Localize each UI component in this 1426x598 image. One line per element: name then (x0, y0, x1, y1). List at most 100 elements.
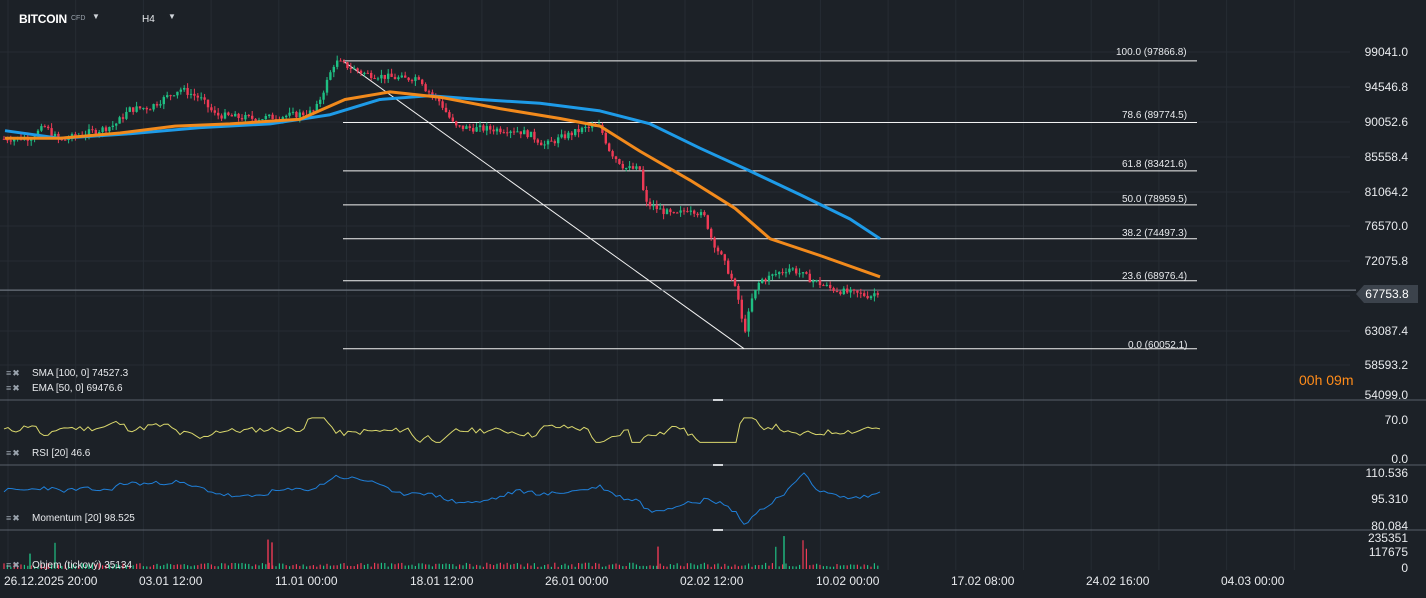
candle-body (138, 106, 142, 109)
candle-body (625, 168, 628, 170)
candle-body (788, 268, 791, 273)
candle-body (655, 205, 658, 210)
candle-body (587, 126, 590, 128)
candle-body (665, 209, 669, 215)
candle-body (30, 139, 33, 141)
candle-body (101, 127, 104, 133)
candle-body (291, 111, 295, 113)
candle-body (227, 112, 230, 116)
candle-body (240, 118, 244, 120)
volume-legend-text: Objem (tickový) 35134 (32, 560, 133, 571)
candle-body (723, 254, 726, 261)
candle-body (733, 278, 737, 286)
candle-body (244, 114, 247, 120)
candle-body (730, 273, 733, 279)
candle-body (563, 134, 567, 139)
volume-tick: 117675 (1368, 545, 1408, 559)
indicator-settings-icon[interactable]: ≡✖ (6, 383, 21, 393)
candle-body (628, 166, 631, 169)
candle-body (635, 166, 638, 169)
symbol-dropdown-icon[interactable]: ▼ (92, 12, 100, 21)
candle-body (689, 210, 692, 212)
chart-toolbar: BITCOIN CFD ▼ H4 ▼ (0, 0, 1426, 40)
candle-body (295, 111, 298, 118)
candle-body (67, 139, 70, 141)
indicator-settings-icon[interactable]: ≡✖ (6, 513, 21, 523)
candle-body (325, 79, 329, 93)
candle-body (856, 290, 859, 293)
candle-body (210, 107, 213, 111)
candle-body (424, 84, 427, 92)
candle-body (815, 280, 818, 282)
candle-body (288, 112, 291, 116)
timeframe-selector[interactable]: H4 (142, 14, 155, 25)
candle-body (159, 104, 162, 106)
candle-body (128, 107, 131, 112)
ema-legend[interactable]: ≡✖ EMA [50, 0] 69476.6 (6, 383, 123, 394)
symbol-label[interactable]: BITCOIN (19, 12, 67, 26)
indicator-settings-icon[interactable]: ≡✖ (6, 368, 21, 378)
fib-label: 78.6 (89774.5) (1122, 110, 1188, 121)
candle-body (145, 107, 148, 110)
time-tick: 10.02 00:00 (816, 574, 880, 588)
candle-body (217, 112, 220, 116)
momentum-legend[interactable]: ≡✖ Momentum [20] 98.525 (6, 513, 135, 524)
candle-body (397, 77, 400, 80)
candle-body (448, 112, 451, 118)
price-tick: 76570.0 (1364, 219, 1408, 233)
candle-body (659, 208, 662, 210)
candle-body (404, 75, 407, 78)
candle-body (761, 279, 764, 283)
candle-body (363, 72, 366, 74)
candle-body (149, 109, 152, 111)
candle-body (553, 141, 556, 144)
candle-body (631, 166, 635, 169)
candle-body (672, 212, 675, 214)
indicator-settings-icon[interactable]: ≡✖ (6, 560, 21, 570)
candle-body (604, 132, 607, 144)
candle-body (251, 115, 254, 119)
candle-body (417, 77, 420, 80)
candle-body (441, 101, 444, 108)
candle-body (458, 125, 461, 127)
candle-body (489, 126, 492, 130)
candle-body (380, 74, 383, 79)
candle-body (87, 129, 91, 135)
candle-body (94, 129, 97, 135)
candle-body (614, 156, 618, 160)
candle-body (115, 123, 118, 126)
candle-body (230, 115, 233, 117)
price-tick: 90052.6 (1364, 115, 1408, 129)
candle-body (451, 117, 454, 122)
candle-body (50, 128, 53, 137)
momentum-line (3, 472, 881, 525)
pane-resize-handle (713, 464, 723, 466)
candle-body (359, 70, 363, 74)
candle-body (519, 131, 522, 135)
candle-body (104, 127, 108, 132)
candle-body (353, 68, 356, 70)
sma-line (4, 94, 881, 241)
volume-legend[interactable]: ≡✖ Objem (tickový) 35134 (6, 560, 132, 571)
rsi-legend-text: RSI [20] 46.6 (32, 448, 91, 459)
fib-label: 23.6 (68976.4) (1122, 271, 1188, 282)
time-tick: 02.02 12:00 (680, 574, 744, 588)
rsi-legend[interactable]: ≡✖ RSI [20] 46.6 (6, 448, 90, 459)
candle-body (570, 132, 573, 136)
candle-body (9, 140, 12, 142)
candle-body (400, 75, 403, 78)
candle-body (682, 210, 686, 212)
candle-body (859, 292, 862, 294)
candle-body (444, 107, 448, 113)
candle-body (390, 73, 393, 77)
indicator-settings-icon[interactable]: ≡✖ (6, 448, 21, 458)
time-tick: 17.02 08:00 (951, 574, 1015, 588)
time-tick: 26.01 00:00 (545, 574, 609, 588)
fib-trend-line (342, 60, 745, 350)
sma-legend[interactable]: ≡✖ SMA [100, 0] 74527.3 (6, 368, 128, 379)
timeframe-dropdown-icon[interactable]: ▼ (168, 12, 176, 21)
candle-body (179, 89, 182, 92)
candle-body (2, 138, 6, 140)
candle-body (108, 126, 111, 132)
